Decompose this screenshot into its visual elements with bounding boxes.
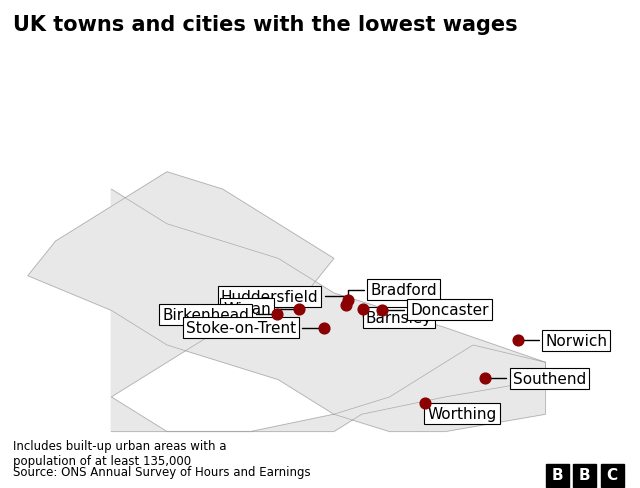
Point	[272, 310, 282, 318]
Text: UK towns and cities with the lowest wages: UK towns and cities with the lowest wage…	[13, 15, 517, 35]
Text: C: C	[607, 467, 618, 482]
FancyBboxPatch shape	[573, 464, 596, 487]
Point	[377, 306, 387, 314]
Text: B: B	[552, 467, 563, 482]
Point	[319, 324, 329, 332]
Text: Bradford: Bradford	[348, 283, 436, 298]
Text: Southend: Southend	[488, 371, 586, 386]
Text: Huddersfield: Huddersfield	[221, 289, 346, 305]
Point	[294, 305, 304, 313]
Text: B: B	[579, 467, 591, 482]
Point	[479, 375, 490, 383]
Text: Source: ONS Annual Survey of Hours and Earnings: Source: ONS Annual Survey of Hours and E…	[13, 465, 310, 478]
Text: Stoke-on-Trent: Stoke-on-Trent	[186, 321, 321, 335]
Text: Includes built-up urban areas with a
population of at least 135,000: Includes built-up urban areas with a pop…	[13, 439, 227, 467]
Text: Worthing: Worthing	[424, 406, 497, 421]
Text: Birkenhead: Birkenhead	[163, 307, 275, 322]
FancyBboxPatch shape	[600, 464, 624, 487]
Point	[419, 400, 429, 407]
FancyBboxPatch shape	[546, 464, 569, 487]
Text: Norwich: Norwich	[520, 333, 607, 348]
Point	[358, 305, 368, 313]
Polygon shape	[28, 172, 545, 432]
Text: Barnsley: Barnsley	[363, 310, 432, 325]
Point	[342, 296, 353, 304]
Text: Wigan: Wigan	[223, 302, 296, 317]
Text: Doncaster: Doncaster	[385, 303, 489, 318]
Point	[341, 302, 351, 309]
Point	[513, 337, 523, 345]
